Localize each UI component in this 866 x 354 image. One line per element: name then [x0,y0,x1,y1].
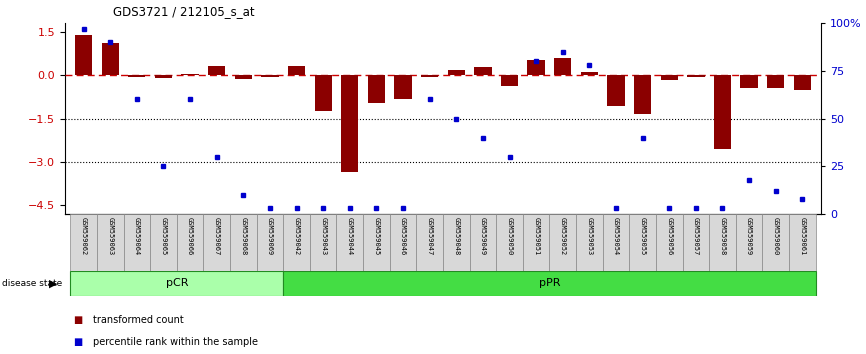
Bar [549,214,576,271]
Bar [554,58,572,75]
Bar [181,74,198,75]
Text: GSM559048: GSM559048 [453,217,459,255]
Bar [256,214,283,271]
Text: disease state: disease state [2,279,62,288]
Bar [177,214,204,271]
Text: GSM559057: GSM559057 [693,217,699,255]
Bar [736,214,762,271]
Bar [230,214,256,271]
Bar [469,214,496,271]
Text: GSM559058: GSM559058 [720,217,726,255]
Text: GSM559065: GSM559065 [160,217,166,255]
Text: percentile rank within the sample: percentile rank within the sample [93,337,258,347]
Text: GSM559062: GSM559062 [81,217,87,255]
Bar [128,75,145,76]
Bar [288,67,305,75]
Bar [283,271,816,296]
Bar [337,214,363,271]
Bar [501,75,518,86]
Text: GSM559046: GSM559046 [400,217,406,255]
Bar [314,75,332,112]
Bar [448,70,465,75]
Text: GSM559064: GSM559064 [134,217,139,255]
Text: GSM559049: GSM559049 [480,217,486,255]
Bar [283,214,310,271]
Text: GSM559063: GSM559063 [107,217,113,255]
Text: GSM559042: GSM559042 [294,217,300,255]
Bar [656,214,682,271]
Bar [762,214,789,271]
Bar [443,214,469,271]
Bar [75,35,93,75]
Text: GSM559044: GSM559044 [346,217,352,255]
Bar [150,214,177,271]
Text: GSM559054: GSM559054 [613,217,619,255]
Text: transformed count: transformed count [93,315,184,325]
Bar [740,75,758,88]
Bar [70,271,283,296]
Bar [661,75,678,80]
Text: GSM559060: GSM559060 [772,217,779,255]
Bar [262,75,279,78]
Bar [235,75,252,79]
Text: GSM559068: GSM559068 [240,217,246,255]
Bar [576,214,603,271]
Text: pPR: pPR [539,278,560,288]
Text: ■: ■ [74,315,83,325]
Text: GSM559056: GSM559056 [666,217,672,255]
Bar [688,75,705,78]
Bar [417,214,443,271]
Bar [682,214,709,271]
Bar [394,75,411,99]
Text: GSM559059: GSM559059 [746,217,752,255]
Bar [475,67,492,75]
Text: GSM559053: GSM559053 [586,217,592,255]
Bar [581,72,598,75]
Text: GSM559069: GSM559069 [267,217,273,255]
Bar [363,214,390,271]
Bar [496,214,523,271]
Bar [634,75,651,114]
Text: GSM559055: GSM559055 [640,217,646,255]
Text: GSM559043: GSM559043 [320,217,326,255]
Text: GSM559061: GSM559061 [799,217,805,255]
Bar [767,75,785,88]
Bar [124,214,150,271]
Bar [155,75,172,78]
Text: GSM559050: GSM559050 [507,217,513,255]
Bar [368,75,385,103]
Text: GSM559045: GSM559045 [373,217,379,255]
Bar [793,75,811,90]
Bar [603,214,630,271]
Bar [208,67,225,75]
Bar [630,214,656,271]
Bar [97,214,124,271]
Bar [341,75,359,172]
Bar [607,75,624,105]
Bar [310,214,337,271]
Bar [421,75,438,78]
Text: ▶: ▶ [49,278,58,288]
Text: GSM559067: GSM559067 [214,217,220,255]
Text: GSM559052: GSM559052 [559,217,565,255]
Text: GDS3721 / 212105_s_at: GDS3721 / 212105_s_at [113,5,255,18]
Bar [714,75,731,149]
Bar [789,214,816,271]
Bar [390,214,417,271]
Text: GSM559066: GSM559066 [187,217,193,255]
Bar [101,43,119,75]
Bar [527,60,545,75]
Text: GSM559051: GSM559051 [533,217,540,255]
Text: ■: ■ [74,337,83,347]
Bar [70,214,97,271]
Text: GSM559047: GSM559047 [427,217,433,255]
Bar [204,214,230,271]
Bar [523,214,549,271]
Text: pCR: pCR [165,278,188,288]
Bar [709,214,736,271]
